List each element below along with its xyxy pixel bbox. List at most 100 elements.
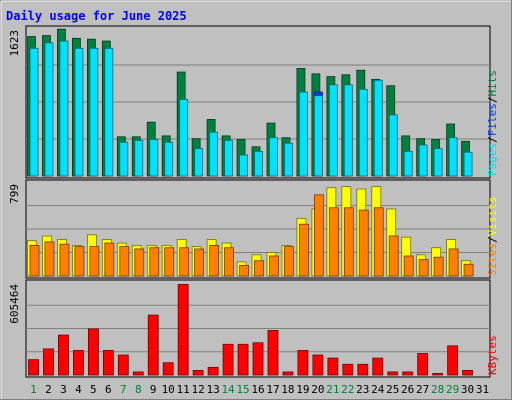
- bar-kbytes-day-26: [402, 371, 414, 376]
- x-tick-label: 2: [45, 383, 52, 396]
- bar-sites-day-30: [463, 263, 474, 277]
- bar-kbytes-day-11: [177, 283, 189, 376]
- bar-kbytes-day-6: [102, 350, 114, 376]
- bar-pages-day-1: [29, 47, 39, 177]
- bar-kbytes-day-19: [297, 350, 309, 376]
- x-tick-label: 11: [177, 383, 190, 396]
- bar-sites-day-1: [29, 245, 40, 277]
- bar-kbytes-day-2: [43, 348, 54, 376]
- bar-kbytes-day-27: [417, 353, 429, 376]
- bar-sites-day-13: [209, 245, 220, 277]
- bar-pages-day-13: [209, 131, 219, 177]
- x-tick-label: 30: [461, 383, 474, 396]
- bar-sites-day-17: [269, 255, 279, 277]
- bar-pages-day-24: [373, 79, 383, 177]
- bar-sites-day-25: [388, 235, 399, 277]
- bar-sites-day-21: [328, 207, 339, 277]
- bar-kbytes-day-30: [462, 369, 473, 376]
- legend-separator: /: [486, 236, 499, 243]
- y-max-label: 1623: [8, 30, 21, 57]
- bar-sites-day-28: [433, 256, 444, 277]
- bar-sites-day-18: [284, 246, 294, 277]
- bar-pages-day-26: [403, 150, 413, 177]
- y-max-label: 605464: [8, 284, 21, 324]
- bar-sites-day-8: [134, 248, 145, 277]
- x-tick-label: 18: [281, 383, 294, 396]
- bar-sites-day-29: [448, 248, 459, 277]
- bar-pages-day-12: [194, 148, 204, 177]
- bar-sites-day-23: [358, 209, 369, 277]
- legend-middle: Sites/Visits: [486, 197, 499, 277]
- bar-sites-day-20: [313, 194, 324, 277]
- bar-sites-day-3: [59, 243, 70, 277]
- bar-pages-day-6: [104, 47, 114, 177]
- bar-kbytes-day-18: [282, 371, 294, 376]
- bar-kbytes-day-3: [58, 334, 69, 376]
- bar-sites-day-22: [343, 207, 354, 277]
- x-tick-label: 25: [386, 383, 399, 396]
- bar-kbytes-day-9: [147, 314, 159, 376]
- bar-pages-day-20: [313, 95, 323, 177]
- x-tick-label: 29: [446, 383, 459, 396]
- x-tick-label: 20: [311, 383, 324, 396]
- bar-kbytes-day-29: [447, 345, 458, 376]
- bar-sites-day-19: [299, 223, 309, 277]
- bar-kbytes-day-24: [372, 357, 384, 376]
- bar-kbytes-day-8: [132, 371, 144, 376]
- bar-sites-day-10: [164, 247, 175, 277]
- y-max-label: 799: [8, 184, 21, 204]
- x-tick-label: 1: [30, 383, 37, 396]
- x-tick-label: 22: [341, 383, 354, 396]
- legend-top: Pages/Files/Hits: [486, 70, 499, 176]
- bar-kbytes-day-25: [387, 371, 399, 376]
- legend-bottom: KBytes: [486, 335, 499, 375]
- bar-pages-day-21: [328, 84, 338, 177]
- bar-sites-day-7: [119, 246, 130, 277]
- bar-sites-day-26: [403, 255, 414, 277]
- x-tick-label: 28: [431, 383, 444, 396]
- bar-kbytes-day-1: [28, 359, 39, 376]
- bar-kbytes-day-16: [252, 342, 264, 376]
- x-tick-label: 19: [296, 383, 309, 396]
- bar-sites-day-24: [373, 207, 384, 277]
- bar-sites-day-9: [149, 247, 160, 277]
- bar-kbytes-day-14: [222, 343, 234, 376]
- x-tick-label: 10: [162, 383, 175, 396]
- bar-kbytes-day-13: [207, 366, 219, 376]
- x-tick-label: 8: [135, 383, 142, 396]
- chart-panels: 1623 Pages/Files/Hits 799 Sites/Visits 60546…: [8, 25, 499, 378]
- bar-pages-day-2: [44, 42, 54, 177]
- legend-kbytes: KBytes: [486, 335, 499, 375]
- bar-pages-day-22: [343, 84, 353, 177]
- bar-sites-day-12: [194, 248, 205, 277]
- bar-kbytes-day-28: [432, 373, 444, 376]
- bar-kbytes-day-12: [192, 369, 204, 376]
- x-tick-label: 27: [416, 383, 429, 396]
- bar-pages-day-4: [74, 47, 84, 177]
- legend-separator: /: [486, 97, 499, 104]
- legend-visits: Visits: [486, 197, 499, 237]
- bar-pages-day-28: [433, 148, 443, 177]
- x-tick-label: 16: [251, 383, 264, 396]
- x-tick-label: 14: [221, 383, 235, 396]
- bar-kbytes-day-15: [237, 343, 249, 376]
- x-tick-label: 12: [192, 383, 205, 396]
- x-tick-label: 17: [266, 383, 279, 396]
- bar-pages-day-19: [299, 91, 308, 177]
- bar-kbytes-day-23: [357, 363, 369, 376]
- bar-kbytes-day-10: [162, 362, 174, 376]
- bar-pages-day-9: [149, 139, 159, 177]
- bar-sites-day-27: [418, 259, 429, 277]
- x-tick-label: 15: [236, 383, 249, 396]
- bar-sites-day-6: [104, 242, 115, 277]
- panel-bottom: 605464 KBytes: [8, 279, 499, 378]
- bar-kbytes-day-4: [73, 350, 84, 376]
- bar-pages-day-17: [269, 137, 278, 177]
- bar-pages-day-27: [418, 144, 428, 177]
- bar-sites-day-15: [239, 265, 249, 277]
- panel-top: 1623 Pages/Files/Hits: [8, 25, 499, 179]
- x-tick-label: 26: [401, 383, 414, 396]
- bar-pages-day-25: [388, 114, 398, 177]
